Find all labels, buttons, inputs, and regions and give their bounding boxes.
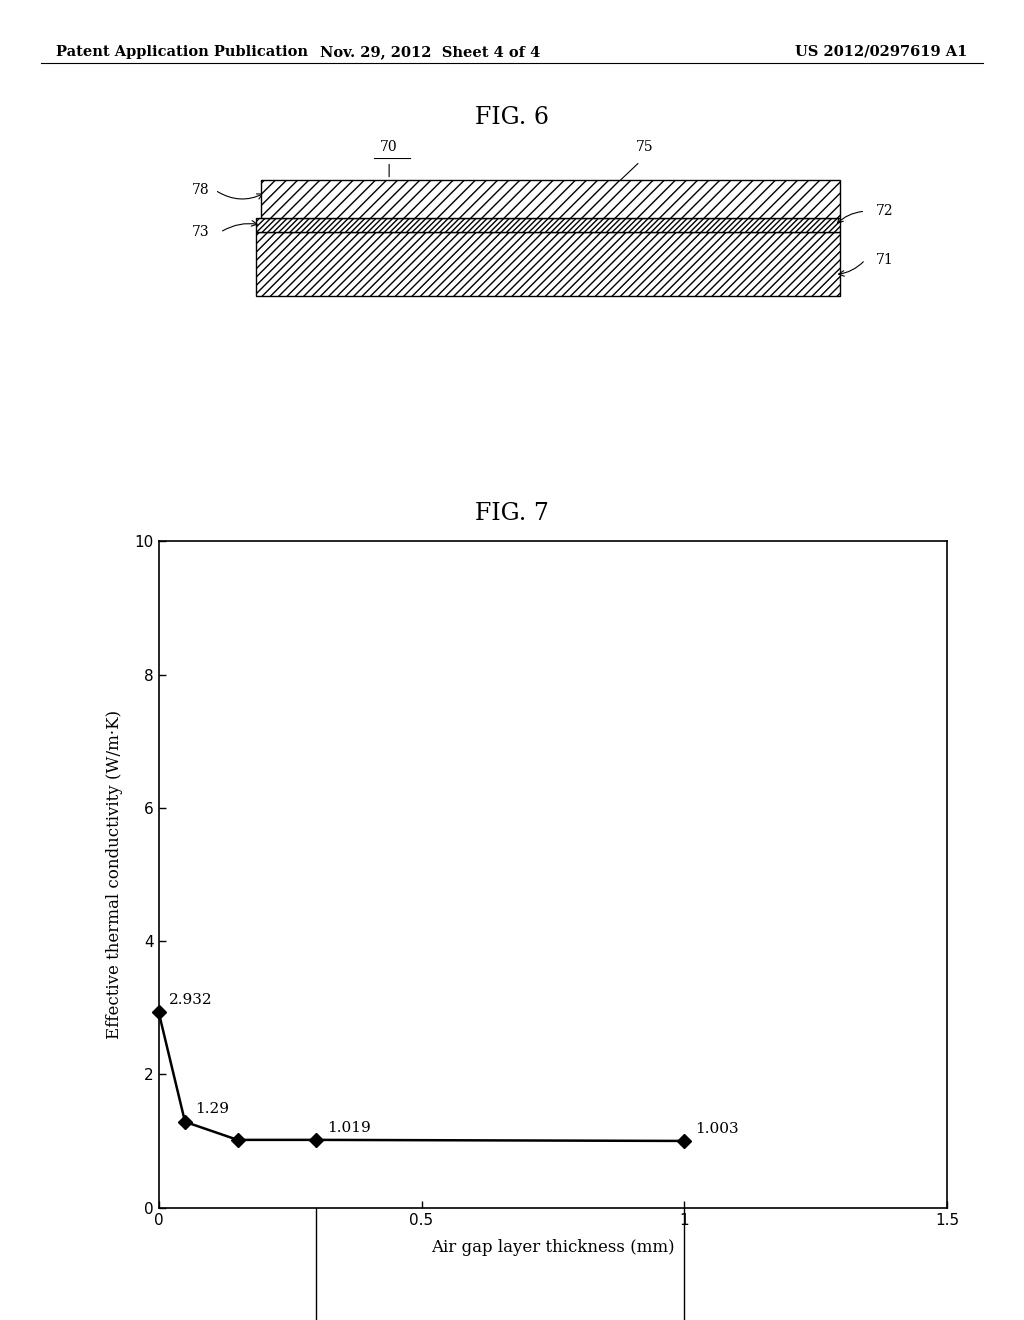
Bar bbox=[256, 232, 840, 296]
Bar bbox=[256, 218, 840, 232]
Text: 1.29: 1.29 bbox=[196, 1102, 229, 1117]
Text: Nov. 29, 2012  Sheet 4 of 4: Nov. 29, 2012 Sheet 4 of 4 bbox=[319, 45, 541, 59]
Text: 1.019: 1.019 bbox=[327, 1121, 371, 1135]
Text: 70: 70 bbox=[380, 140, 398, 154]
Text: FIG. 6: FIG. 6 bbox=[475, 106, 549, 128]
Text: 2.932: 2.932 bbox=[169, 993, 213, 1007]
Text: 78: 78 bbox=[193, 183, 210, 197]
Text: 72: 72 bbox=[876, 205, 893, 218]
Text: FIG. 7: FIG. 7 bbox=[475, 502, 549, 524]
X-axis label: Air gap layer thickness (mm): Air gap layer thickness (mm) bbox=[431, 1238, 675, 1255]
Bar bbox=[261, 180, 840, 218]
Text: 71: 71 bbox=[876, 252, 893, 267]
Text: Patent Application Publication: Patent Application Publication bbox=[56, 45, 308, 59]
Text: 73: 73 bbox=[193, 226, 210, 239]
Text: US 2012/0297619 A1: US 2012/0297619 A1 bbox=[796, 45, 968, 59]
Text: 1.003: 1.003 bbox=[695, 1122, 738, 1135]
Y-axis label: Effective thermal conductivity (W/m·K): Effective thermal conductivity (W/m·K) bbox=[106, 710, 124, 1039]
Text: 75: 75 bbox=[636, 140, 654, 154]
